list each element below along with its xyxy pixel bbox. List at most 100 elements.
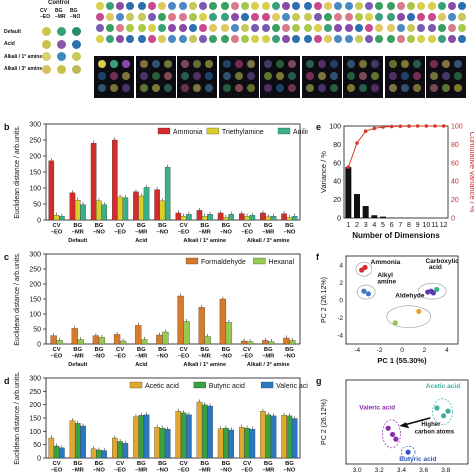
array-spot bbox=[313, 13, 322, 21]
x-tick-label: BG bbox=[95, 223, 104, 229]
y-tick-label: -4 bbox=[337, 333, 343, 340]
x-tick-label: –MR bbox=[135, 230, 148, 236]
bar bbox=[180, 412, 187, 459]
cumulative-point bbox=[398, 124, 403, 129]
bar bbox=[265, 414, 272, 459]
legend-label: Triethylamine bbox=[222, 129, 264, 136]
array-spot bbox=[386, 35, 395, 43]
array-spot bbox=[262, 24, 270, 32]
dark-array-spot bbox=[305, 60, 314, 68]
array-spot bbox=[116, 2, 124, 10]
x-tick-label: CV bbox=[243, 223, 251, 229]
y2-axis-label: Cumulative variance / % bbox=[468, 132, 474, 213]
y-tick-label: 2 bbox=[339, 280, 343, 287]
bar bbox=[186, 414, 192, 459]
x-tick-label: BG bbox=[222, 223, 231, 229]
arrow-head bbox=[399, 422, 410, 429]
legend-label: Valeric acid bbox=[276, 383, 308, 390]
array-spot bbox=[262, 2, 270, 10]
array-spot bbox=[106, 35, 114, 43]
scatter-point bbox=[393, 436, 399, 442]
dark-array-spot bbox=[276, 72, 284, 80]
control-title: Control bbox=[48, 0, 70, 6]
array-spot bbox=[126, 2, 134, 10]
x-tick-label: BG bbox=[285, 461, 294, 467]
bar bbox=[207, 405, 213, 459]
array-spot bbox=[250, 35, 259, 43]
bar bbox=[186, 214, 192, 221]
annotation: Aldehyde bbox=[395, 292, 425, 299]
bar bbox=[48, 160, 55, 221]
array-spot bbox=[448, 35, 456, 43]
x-tick-label: CV bbox=[243, 347, 251, 353]
legend-label: Formaldehyde bbox=[201, 259, 246, 266]
array-spot bbox=[292, 24, 300, 32]
bar bbox=[286, 217, 293, 221]
x-tick-label: CV bbox=[116, 461, 124, 467]
x-tick-label: BG bbox=[222, 461, 231, 467]
cumulative-point bbox=[407, 124, 411, 128]
x-tick-label: –NO bbox=[283, 230, 295, 236]
bar bbox=[207, 214, 213, 221]
y-tick-label: 250 bbox=[29, 138, 41, 145]
array-spot bbox=[137, 24, 146, 32]
y-tick-label: 50 bbox=[33, 442, 41, 449]
variance-bar bbox=[362, 206, 369, 218]
y2-tick-label: 80 bbox=[451, 142, 459, 149]
array-spot bbox=[230, 35, 239, 43]
array-spot bbox=[262, 13, 270, 21]
annotation: Acetic acid bbox=[426, 383, 460, 390]
array-spot bbox=[96, 13, 104, 21]
dark-array-spot bbox=[305, 84, 314, 92]
array-spot bbox=[147, 35, 156, 43]
bar bbox=[143, 187, 150, 221]
dark-array-spot bbox=[442, 60, 450, 68]
group-label: Alkali / 3° amine bbox=[247, 238, 290, 244]
array-spot bbox=[199, 24, 207, 32]
x-tick-label: 5 bbox=[381, 222, 385, 229]
bar bbox=[56, 340, 63, 345]
y-tick-label: 0 bbox=[37, 456, 41, 463]
bar bbox=[249, 429, 256, 459]
array-spot bbox=[416, 13, 425, 21]
y-tick-label: 50 bbox=[33, 327, 41, 334]
x-tick-label: 3.0 bbox=[353, 467, 362, 474]
array-spot bbox=[438, 24, 446, 32]
x-tick-label: 2 bbox=[355, 222, 359, 229]
bar bbox=[138, 415, 145, 459]
array-spot bbox=[147, 13, 156, 21]
scatter-point bbox=[361, 288, 367, 294]
variance-bar bbox=[345, 167, 352, 218]
x-tick-label: –EO bbox=[178, 230, 190, 236]
bar bbox=[281, 415, 287, 459]
dark-array-spot bbox=[317, 84, 326, 92]
bar bbox=[164, 167, 171, 221]
x-tick-label: 12 bbox=[440, 222, 448, 229]
x-tick-label: 9 bbox=[416, 222, 420, 229]
dark-array-spot bbox=[163, 60, 172, 68]
array-spot bbox=[199, 35, 207, 43]
dark-array-spot bbox=[139, 60, 148, 68]
array-spot bbox=[292, 35, 300, 43]
x-tick-label: -2 bbox=[377, 347, 383, 354]
annotation: Butyric acid bbox=[399, 456, 436, 463]
array-spot bbox=[448, 24, 456, 32]
annotation: amine bbox=[377, 278, 396, 285]
bar bbox=[198, 307, 205, 345]
dark-array-spot bbox=[400, 84, 409, 92]
pca-scatter-g: 3.0 3.2 3.4 3.6 3.8 PC 2 (26.12%) Acetic acid V… bbox=[321, 379, 469, 474]
control-row-label: Acid bbox=[4, 41, 15, 47]
y-tick-label: 200 bbox=[29, 154, 41, 161]
x-tick-label: 4 bbox=[372, 222, 376, 229]
array-spot bbox=[250, 13, 259, 21]
x-tick-label: BG bbox=[200, 223, 209, 229]
x-tick-label: 7 bbox=[398, 222, 402, 229]
array-spot bbox=[137, 35, 146, 43]
bar bbox=[90, 448, 97, 459]
array-spot bbox=[116, 13, 124, 21]
array-spot bbox=[240, 2, 249, 10]
bar bbox=[180, 216, 187, 221]
x-tick-label: –MR bbox=[262, 468, 275, 474]
array-spot bbox=[355, 2, 363, 10]
